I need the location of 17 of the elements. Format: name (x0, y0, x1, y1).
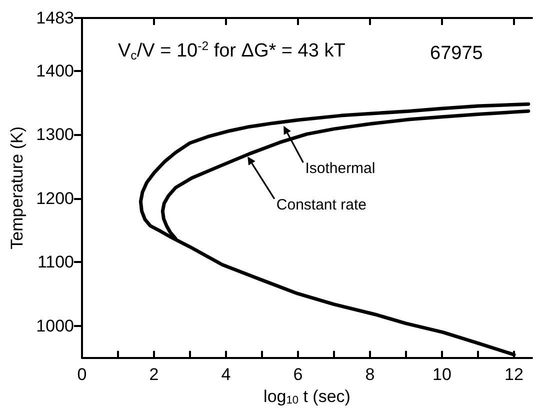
legend-label: Isothermal (305, 160, 376, 177)
x-tick-label: 0 (77, 364, 87, 384)
x-tick-label: 2 (149, 364, 159, 384)
x-tick-label: 4 (221, 364, 231, 384)
x-tick-label: 8 (365, 364, 375, 384)
legend-label: Constant rate (276, 196, 366, 214)
y-axis-title: Temperature (K) (7, 126, 26, 250)
y-tick-label: 1300 (36, 125, 74, 144)
x-tick-label: 12 (504, 364, 524, 384)
y-tick-label: 1400 (36, 61, 74, 80)
y-tick-label: 1100 (37, 252, 74, 272)
y-tick-label: 1200 (36, 188, 74, 208)
y-tick-label: 1000 (36, 316, 74, 336)
y-tick-label: 1483 (36, 8, 74, 28)
x-tick-label: 6 (293, 364, 303, 384)
annotation: 67975 (430, 43, 483, 64)
x-tick-label: 10 (432, 364, 452, 384)
